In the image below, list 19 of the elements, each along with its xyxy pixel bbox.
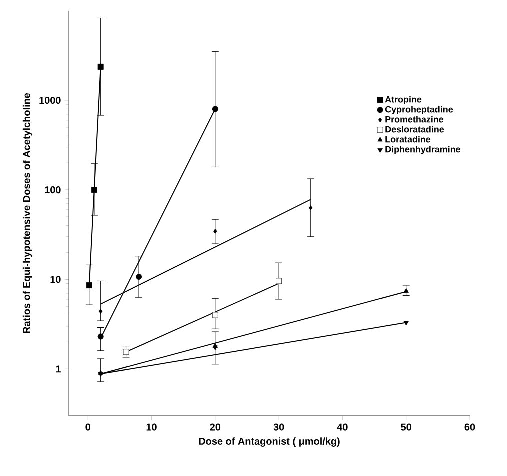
legend-label: Loratadine xyxy=(386,136,431,143)
legend-label: Desloratadine xyxy=(386,126,444,133)
x-tick-label: 20 xyxy=(210,424,221,431)
x-tick-label: 0 xyxy=(86,424,90,431)
x-axis-title: Dose of Antagonist ( μmol/kg) xyxy=(199,438,340,447)
legend-label: Promethazine xyxy=(386,116,444,123)
y-tick-label: 10 xyxy=(50,276,61,284)
x-tick-label: 10 xyxy=(146,424,157,431)
y-tick-label: 1000 xyxy=(40,97,61,104)
y-tick-label: 100 xyxy=(45,186,61,194)
legend-label: Diphenhydramine xyxy=(386,146,461,154)
legend-label: Atropine xyxy=(385,96,422,105)
y-tick-label: 1 xyxy=(56,366,61,373)
x-tick-label: 30 xyxy=(274,424,284,431)
y-axis-title: Ratios of Equi-hypotensive Doses of Acetylcholine xyxy=(22,93,32,334)
x-tick-label: 50 xyxy=(401,424,412,431)
x-tick-label: 40 xyxy=(337,424,348,431)
x-tick-label: 60 xyxy=(464,424,476,431)
legend-label: Cyproheptadine xyxy=(385,106,454,115)
